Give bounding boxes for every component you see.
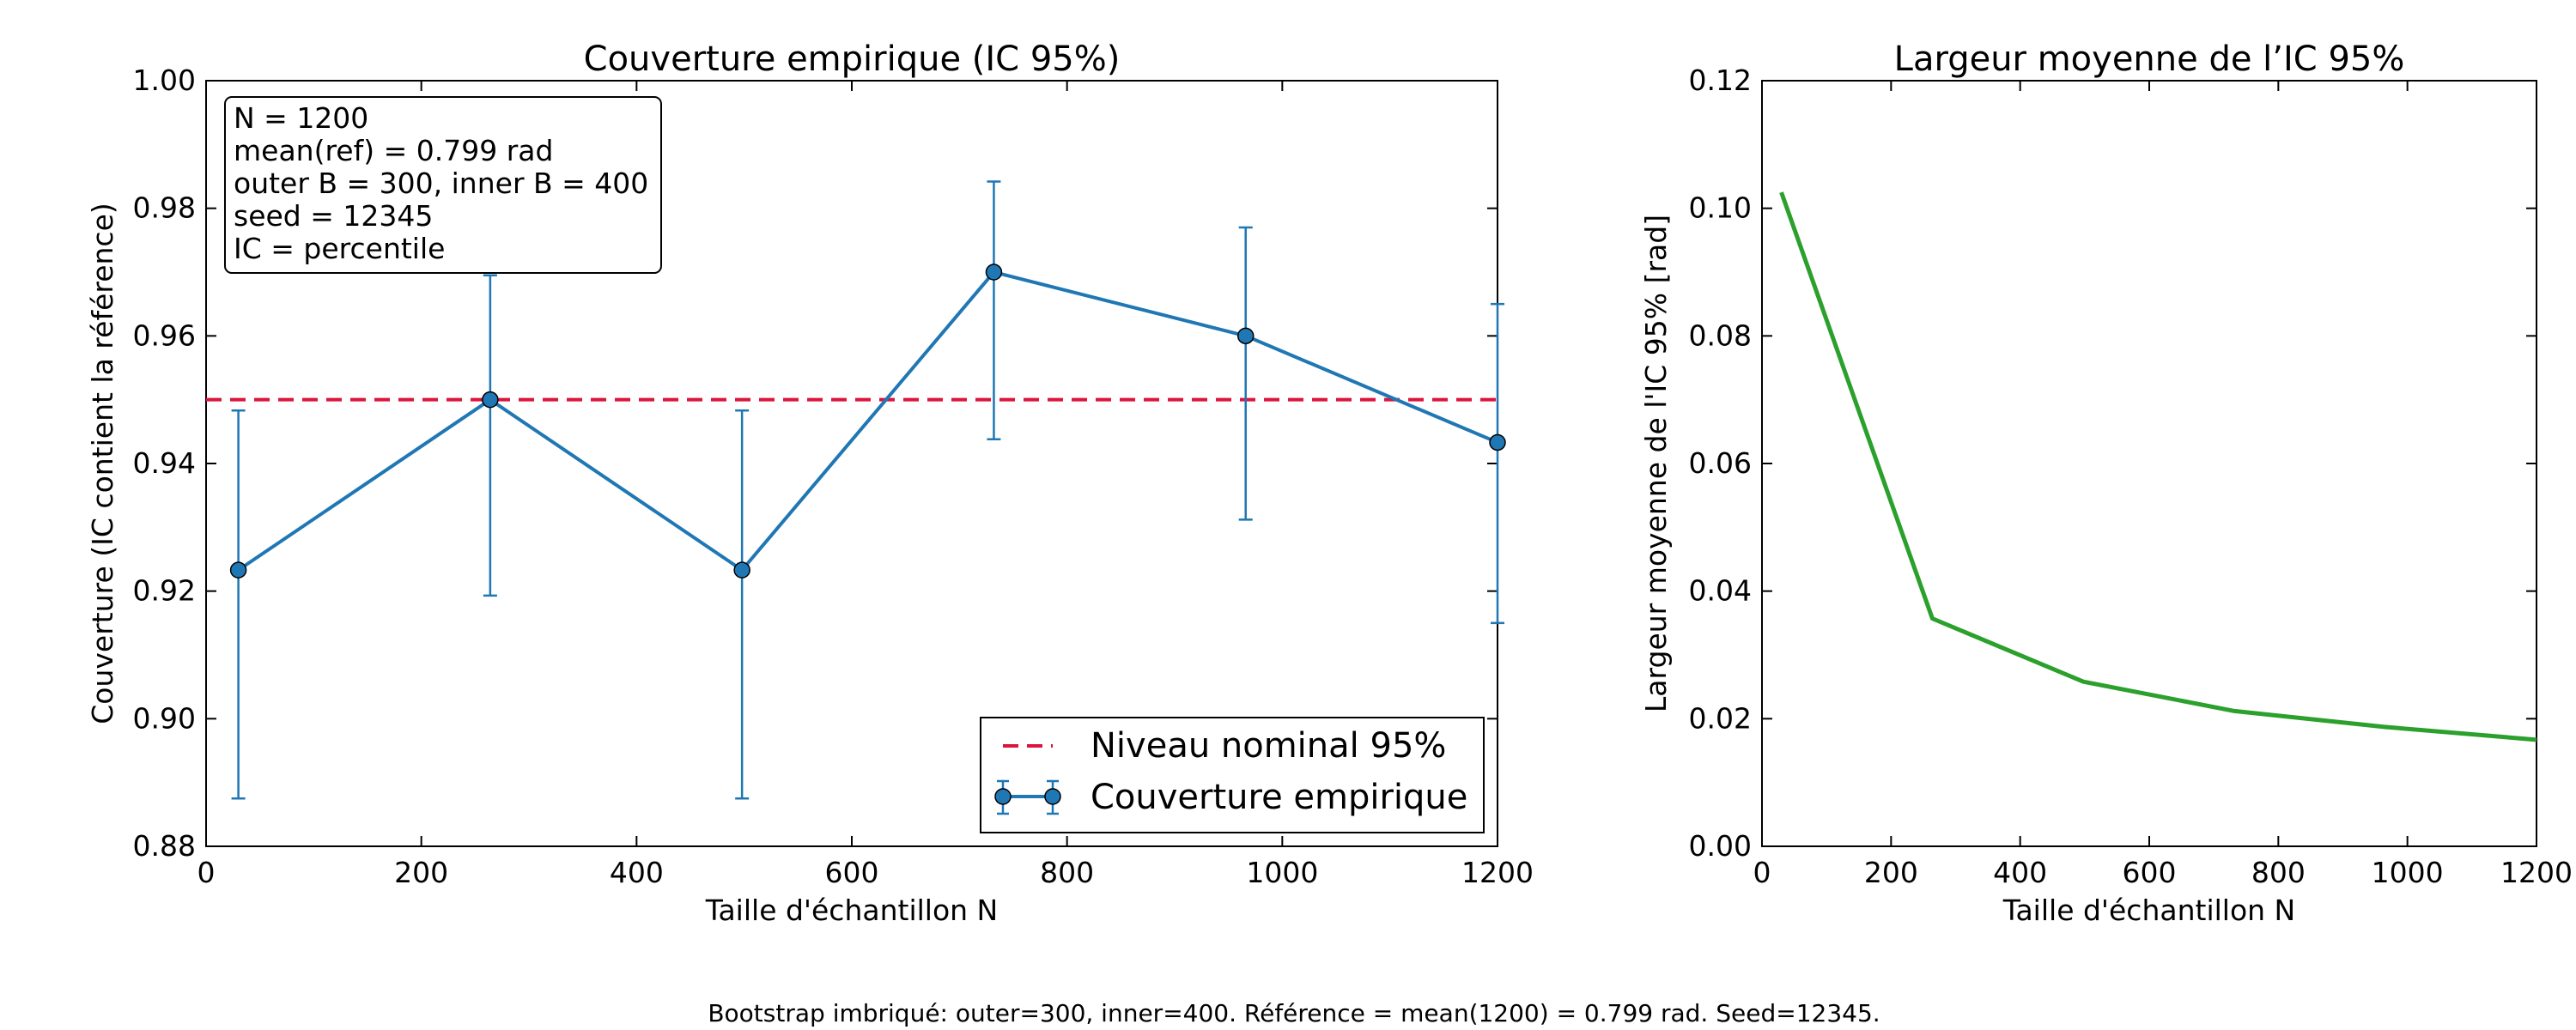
coverage-x-tick-label-0: 0 <box>197 856 216 889</box>
width-series-line <box>1779 191 2537 742</box>
width-x-tick-label-2: 400 <box>1993 856 2047 889</box>
coverage-y-tick-label-3: 0.94 <box>133 446 196 480</box>
coverage-point-3 <box>985 264 1003 281</box>
legend-coverage-marker-right <box>1044 788 1061 805</box>
coverage-y-tick-label-4: 0.96 <box>133 318 196 352</box>
width-y-tick-label-1: 0.02 <box>1689 701 1752 735</box>
width-y-tick-label-4: 0.08 <box>1689 318 1752 352</box>
coverage-y-tick-label-1: 0.90 <box>133 701 196 735</box>
coverage-chart-title: Couverture empirique (IC 95%) <box>584 39 1121 79</box>
width-x-tick-label-0: 0 <box>1753 856 1771 889</box>
coverage-y-tick-label-2: 0.92 <box>133 574 196 608</box>
coverage-x-tick-label-1: 200 <box>394 856 448 889</box>
width-y-tick-label-5: 0.10 <box>1689 191 1752 225</box>
width-x-tick-label-6: 1200 <box>2500 856 2573 889</box>
coverage-x-tick-label-3: 600 <box>825 856 879 889</box>
coverage-series-line <box>237 270 1498 573</box>
coverage-point-5 <box>1489 433 1506 451</box>
coverage-y-tick-label-0: 0.88 <box>133 829 196 863</box>
coverage-x-tick-label-4: 800 <box>1040 856 1094 889</box>
coverage-chart: Couverture empirique (IC 95%) Taille d'é… <box>86 39 1534 927</box>
legend-frame <box>980 717 1485 833</box>
coverage-x-axis-label: Taille d'échantillon N <box>705 894 998 927</box>
annotation-box: N = 1200 mean(ref) = 0.799 rad outer B =… <box>224 96 662 274</box>
annotation-line-5: IC = percentile <box>234 232 445 265</box>
legend-coverage-label: Couverture empirique <box>1091 778 1467 817</box>
coverage-y-tick-label-5: 0.98 <box>133 191 196 225</box>
annotation-line-2: mean(ref) = 0.799 rad <box>234 134 553 167</box>
coverage-y-axis-label: Couverture (IC contient la référence) <box>86 203 119 724</box>
coverage-x-tick-label-5: 1000 <box>1246 856 1318 889</box>
coverage-point-2 <box>733 561 750 579</box>
figure-caption: Bootstrap imbriqué: outer=300, inner=400… <box>708 999 1880 1027</box>
annotation-line-4: seed = 12345 <box>234 199 433 233</box>
coverage-point-4 <box>1236 327 1255 345</box>
width-y-tick-label-3: 0.06 <box>1689 446 1752 480</box>
width-y-axis-label: Largeur moyenne de l'IC 95% [rad] <box>1639 215 1673 712</box>
width-x-tick-label-1: 200 <box>1864 856 1918 889</box>
annotation-line-3: outer B = 300, inner B = 400 <box>234 167 648 200</box>
coverage-legend: Niveau nominal 95% Couverture empirique <box>980 717 1485 833</box>
annotation-line-1: N = 1200 <box>234 101 368 135</box>
annotation-frame <box>224 96 662 274</box>
coverage-y-tick-label-6: 1.00 <box>133 64 196 97</box>
legend-nominal-label: Niveau nominal 95% <box>1091 726 1446 766</box>
legend-coverage-marker-left <box>994 788 1012 805</box>
width-y-tick-label-6: 0.12 <box>1689 64 1752 97</box>
width-x-axis-label: Taille d'échantillon N <box>2002 894 2295 927</box>
width-x-tick-label-4: 800 <box>2251 856 2306 889</box>
width-x-tick-label-5: 1000 <box>2372 856 2444 889</box>
width-x-tick-label-3: 600 <box>2123 856 2177 889</box>
width-chart: Largeur moyenne de l’IC 95% Taille d'éch… <box>1639 39 2573 927</box>
width-y-tick-label-0: 0.00 <box>1689 829 1752 863</box>
width-chart-title: Largeur moyenne de l’IC 95% <box>1894 39 2405 79</box>
coverage-point-0 <box>229 561 247 579</box>
width-y-tick-label-2: 0.04 <box>1689 574 1752 608</box>
coverage-x-tick-label-6: 1200 <box>1461 856 1534 889</box>
coverage-point-1 <box>482 391 499 409</box>
coverage-x-tick-label-2: 400 <box>610 856 664 889</box>
